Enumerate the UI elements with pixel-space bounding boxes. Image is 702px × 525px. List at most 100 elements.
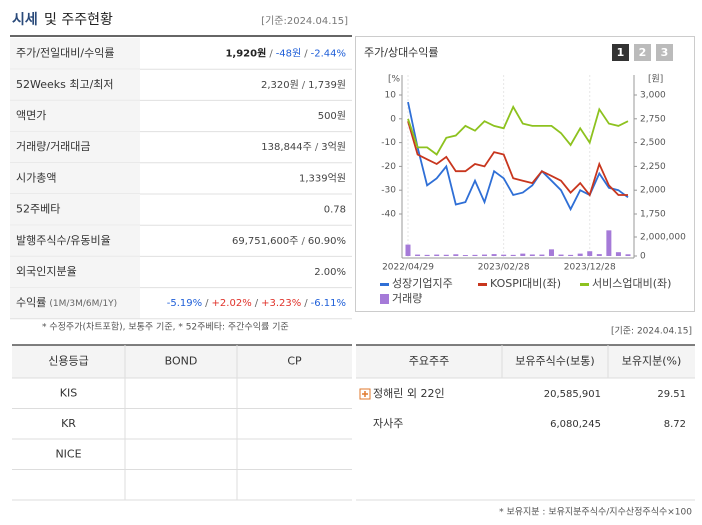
label-text: 주가/전일대비/수익률 — [16, 46, 115, 60]
y2-tick-label: 1,750 — [640, 210, 666, 220]
value: 1,739원 — [308, 79, 346, 91]
volume-bar — [558, 254, 564, 256]
legend-label: KOSPI대비(좌) — [490, 277, 561, 290]
holder-name: 정해린 외 22인 — [373, 386, 445, 400]
tab-label: 2 — [639, 46, 647, 59]
value: -48원 — [276, 48, 302, 60]
y-tick-label: -20 — [381, 162, 396, 172]
label-cell — [10, 256, 140, 288]
legend-label: 서비스업대비(좌) — [592, 277, 671, 290]
tab[interactable] — [612, 44, 629, 61]
label-cell — [10, 287, 140, 319]
shares: 6,080,245 — [550, 419, 601, 430]
volume-bar — [482, 254, 488, 256]
value: 69,751,600주 — [232, 236, 298, 247]
x-tick-label: 2023/12/28 — [564, 263, 616, 273]
agency: KR — [61, 417, 76, 430]
column-header: 보유지분(%) — [622, 355, 682, 368]
y-tick-label: -40 — [381, 210, 396, 220]
agency: KIS — [60, 386, 77, 399]
volume-bar — [415, 254, 421, 256]
row-label: 52주베타 — [16, 203, 60, 216]
value: 0.78 — [324, 205, 346, 216]
stake: 29.51 — [657, 389, 686, 400]
value: 2.00% — [314, 267, 346, 278]
value: 1,339억원 — [299, 172, 346, 184]
row-label: 액면가 — [16, 109, 46, 122]
volume-bar — [462, 255, 468, 256]
line-series — [407, 101, 629, 212]
column-header: 신용등급 — [48, 355, 88, 368]
value: +3.23% — [261, 298, 301, 309]
footnote: * 수정주가(차트포함), 보통주 기준, * 52주베타: 주간수익률 기준 — [42, 321, 289, 333]
volume-bar — [548, 249, 554, 256]
volume-bar — [405, 244, 411, 256]
holder-name: 자사주 — [373, 417, 403, 430]
stake: 8.72 — [664, 419, 686, 430]
row-label: 52Weeks 최고/최저 — [16, 78, 114, 91]
value: 500원 — [318, 110, 346, 122]
tab[interactable] — [656, 44, 673, 61]
footnote: * 보유지분 : 보유지분주식수/지수산정주식수×100 — [499, 507, 692, 518]
date: [기준: 2024.04.15] — [611, 326, 692, 337]
header-row — [12, 345, 352, 378]
label-text: 발행주식수/유동비율 — [16, 234, 111, 247]
label-cell — [10, 194, 140, 226]
label-cell — [10, 69, 140, 101]
volume-bar — [577, 253, 583, 256]
volume-bar — [443, 254, 449, 256]
row-value: 500원 — [318, 110, 346, 122]
row-value: 138,844주/3억원 — [261, 141, 346, 153]
row-label: 거래량/거래대금 — [16, 140, 91, 153]
volume-bar — [606, 230, 612, 256]
label-cell — [10, 38, 140, 70]
volume-bar — [568, 254, 574, 256]
label-text: 거래량/거래대금 — [16, 140, 91, 153]
y3-tick-label: 2,000,000 — [640, 233, 686, 243]
chart-title: 주가/상대수익률 — [364, 46, 439, 59]
volume-bar — [510, 254, 516, 256]
row-label: 발행주식수/유동비율 — [16, 234, 111, 247]
label-note: (1M/3M/6M/1Y) — [49, 299, 117, 309]
label-cell — [10, 131, 140, 163]
y3-tick-label: 0 — [640, 252, 646, 262]
value: 3억원 — [321, 141, 346, 153]
value: +2.02% — [212, 298, 252, 309]
chart-frame — [355, 36, 695, 312]
y2-tick-label: 3,000 — [640, 91, 666, 101]
tab-label: 3 — [661, 46, 669, 59]
separator: / — [302, 80, 306, 91]
legend-swatch — [478, 283, 487, 286]
date: [기준:2024.04.15] — [261, 15, 348, 27]
expand-plus — [362, 391, 368, 397]
column-header: BOND — [165, 355, 198, 368]
label-text: 시가총액 — [16, 171, 56, 184]
label-cell — [10, 100, 140, 132]
value: -6.11% — [311, 298, 346, 309]
column-header: CP — [287, 355, 302, 368]
row-label: 시가총액 — [16, 171, 56, 184]
value: -2.44% — [311, 49, 346, 60]
tab[interactable] — [634, 44, 651, 61]
row-value: 1,920원 / -48원 / -2.44% — [225, 47, 346, 60]
label-cell — [10, 225, 140, 257]
column-header: 주요주주 — [409, 355, 449, 368]
separator: / — [255, 298, 259, 309]
row-value: -5.19% / +2.02% / +3.23% / -6.11% — [167, 298, 346, 309]
y2-axis-label: [원] — [648, 74, 663, 85]
volume-bar — [434, 254, 440, 256]
volume-bar — [453, 254, 459, 256]
row-label: 주가/전일대비/수익률 — [16, 46, 115, 60]
separator: / — [269, 49, 273, 60]
line-series — [407, 104, 629, 156]
volume-bar — [587, 251, 593, 256]
tab-label: 1 — [617, 46, 625, 59]
y-tick-label: -10 — [381, 138, 396, 148]
volume-bar — [615, 252, 621, 256]
volume-bar — [520, 253, 526, 256]
title: 시세 — [12, 12, 38, 28]
row-value: 69,751,600주/60.90% — [232, 236, 346, 247]
separator: / — [205, 298, 209, 309]
legend-swatch — [380, 294, 389, 304]
